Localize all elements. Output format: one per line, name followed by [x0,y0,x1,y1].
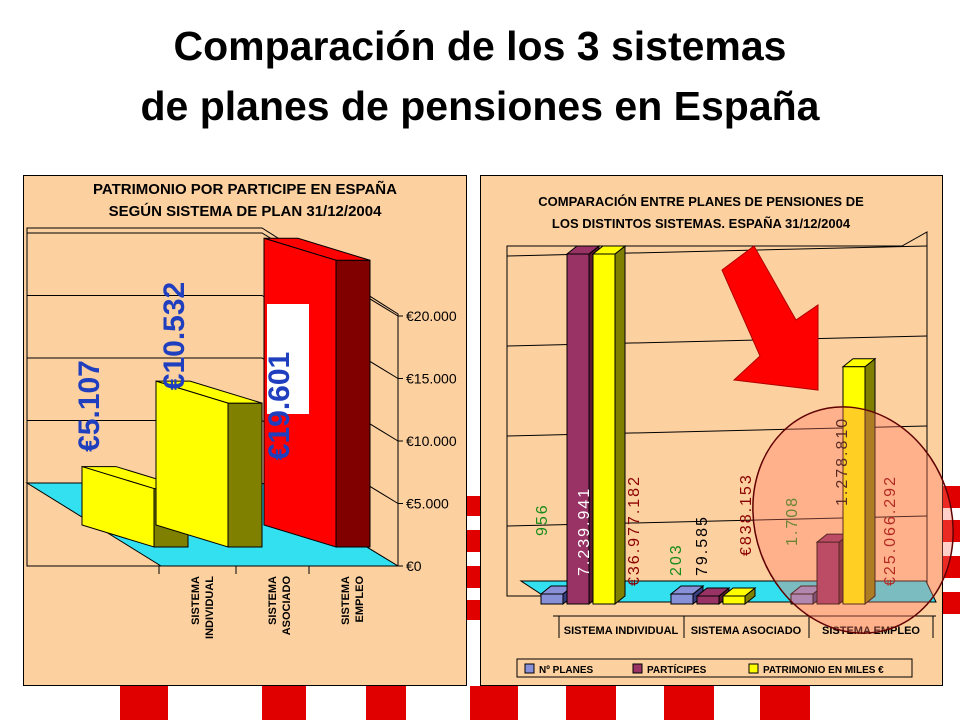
chart-right-legend-swatch [524,663,535,674]
chart-right-legend-items: Nº PLANES PARTÍCIPES PATRIMONIO EN MILES € [524,663,884,676]
chart-left-x-label: INDIVIDUAL [204,576,216,639]
chart-left-svg: PATRIMONIO POR PARTICIPE EN ESPAÑA SEGÚN… [25,180,457,639]
chart-right-value-label: €36.977.182 [626,475,643,586]
page-title-line-2: de planes de pensiones en España [140,83,820,129]
chart-right-bars: 956 7.239.941 €36.977.182 203 79.585 €838.153… [534,244,899,606]
chart-right-x-labels: SISTEMA INDIVIDUAL SISTEMA ASOCIADO SISTEM… [558,616,934,638]
chart-left-title-line-2: SEGÚN SISTEMA DE PLAN 31/12/2004 [109,202,383,220]
chart-left-y-tick-label: €20.000 [406,308,457,324]
chart-left-value-label: €10.532 [158,282,191,390]
chart-left-x-label: EMPLEO [354,576,366,623]
chart-right-value-label: 1.708 [784,496,801,546]
chart-right-value-label: 79.585 [694,515,711,576]
chart-right-title-line-2: LOS DISTINTOS SISTEMAS. ESPAÑA 31/12/200… [552,216,851,231]
chart-left-y-tick-label: €15.000 [406,371,457,387]
highlight-circle [752,406,954,634]
chart-right-legend-label: PARTÍCIPES [647,663,707,676]
chart-left-bar [81,465,155,548]
chart-right-svg: COMPARACIÓN ENTRE PLANES DE PENSIONES DE… [506,194,937,678]
chart-left-x-label: SISTEMA [190,576,202,625]
chart-right-bar [722,595,746,605]
chart-left-title-line-1: PATRIMONIO POR PARTICIPE EN ESPAÑA [93,180,397,198]
chart-right-title-line-1: COMPARACIÓN ENTRE PLANES DE PENSIONES DE [538,194,864,209]
chart-right-bar [540,593,564,605]
chart-left-value-label: €5.107 [73,360,106,452]
chart-right-bar [842,366,866,605]
chart-left-value-label: €19.601 [263,352,296,460]
chart-right-legend-label: PATRIMONIO EN MILES € [763,665,884,676]
chart-left-x-label: SISTEMA [340,576,352,625]
chart-right-bar [592,253,616,605]
chart-left-x-label: SISTEMA [267,576,279,625]
chart-left-x-label: ASOCIADO [281,576,293,636]
chart-left-x-labels: SISTEMA INDIVIDUAL SISTEMA ASOCIADO SISTEMA E… [158,566,366,639]
chart-left-y-tick-label: €10.000 [406,433,457,449]
chart-right-value-label: 1.278.810 [834,417,851,506]
chart-right-x-label: SISTEMA EMPLEO [822,625,920,637]
page-title-line-1: Comparación de los 3 sistemas [173,23,787,69]
chart-left-y-tick-label: €5.000 [406,496,449,512]
chart-right-x-label: SISTEMA ASOCIADO [691,625,802,637]
chart-right-value-label: 7.239.941 [576,487,593,576]
chart-right-value-label: 203 [668,543,685,576]
chart-right-value-label: €25.066.292 [882,475,899,586]
chart-patrimonio-por-participe: PATRIMONIO POR PARTICIPE EN ESPAÑA SEGÚN… [23,175,467,686]
chart-right-bar [696,595,720,605]
highlight-arrow [721,245,819,391]
chart-left-bar [155,380,229,548]
chart-right-legend-label: Nº PLANES [539,665,594,676]
chart-right-x-label: SISTEMA INDIVIDUAL [564,625,679,637]
chart-left-bars: €5.107 €10.532 €19.601 [73,237,371,548]
chart-right-bar [816,541,840,605]
chart-left-value-label-bg [267,304,309,414]
chart-left-y-tick-label: €0 [406,558,422,574]
chart-right-legend-swatch [632,663,643,674]
chart-right-legend-swatch [748,663,759,674]
chart-right-value-label: 956 [534,503,551,536]
chart-right-legend [516,658,913,678]
chart-left-y-ticks: €0 €5.000 €10.000 €15.000 €20.000 [398,308,457,574]
chart-comparacion-planes: COMPARACIÓN ENTRE PLANES DE PENSIONES DE… [480,175,943,686]
chart-right-bar [790,593,814,605]
chart-right-bar [566,253,590,605]
chart-right-bar [670,593,694,605]
chart-right-value-label: €838.153 [738,473,755,556]
